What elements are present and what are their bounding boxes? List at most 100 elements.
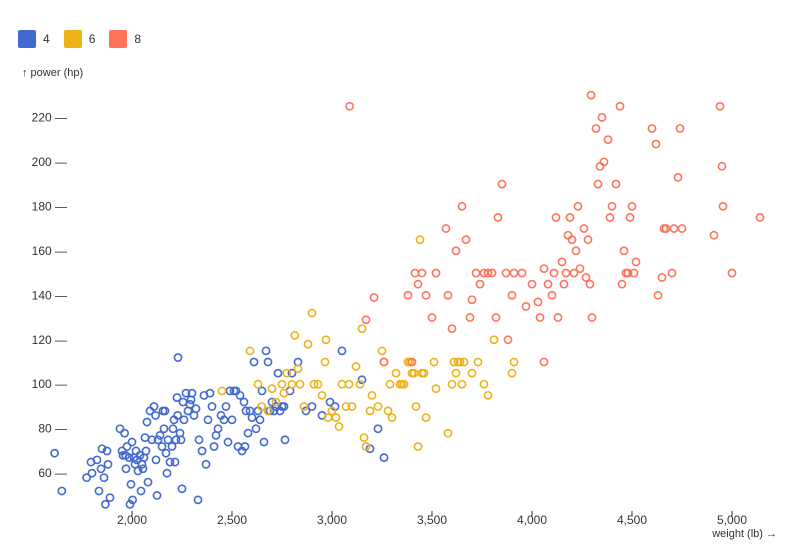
data-point-8 [497, 179, 507, 189]
data-point-8 [467, 295, 477, 305]
data-point-4 [373, 424, 383, 434]
data-point-6 [327, 406, 337, 416]
x-axis-label: weight (lb) → [711, 528, 777, 540]
data-point-4 [177, 484, 187, 494]
data-point-6 [509, 357, 519, 367]
legend-label-6: 6 [88, 32, 96, 46]
data-point-6 [367, 390, 377, 400]
data-point-8 [715, 101, 725, 111]
legend-label-8: 8 [134, 32, 142, 46]
data-point-8 [539, 264, 549, 273]
data-point-4 [173, 353, 183, 362]
data-point-4 [203, 415, 213, 425]
data-point-6 [355, 379, 365, 389]
data-point-4 [172, 393, 182, 402]
data-point-4 [50, 448, 59, 458]
data-point-8 [461, 235, 471, 245]
data-point-8 [611, 179, 621, 189]
data-point-8 [547, 290, 557, 300]
data-point-4 [151, 410, 160, 420]
legend-label-4: 4 [43, 32, 50, 46]
data-point-6 [411, 402, 421, 411]
data-point-8 [503, 335, 513, 345]
data-point-8 [517, 268, 527, 278]
data-point-6 [257, 402, 266, 411]
data-point-8 [551, 213, 561, 222]
data-point-8 [651, 139, 661, 149]
data-point-6 [377, 346, 387, 356]
data-point-8 [491, 313, 501, 322]
data-point-8 [591, 124, 601, 133]
data-point-8 [487, 268, 497, 278]
data-point-4 [301, 406, 311, 416]
data-point-8 [625, 213, 635, 222]
data-point-8 [410, 268, 420, 278]
data-point-4 [133, 466, 143, 476]
data-point-8 [623, 268, 633, 278]
data-point-4 [102, 446, 112, 456]
data-point-8 [539, 357, 549, 367]
data-point-6 [489, 335, 499, 345]
data-point-6 [391, 368, 401, 378]
data-point-4 [178, 397, 188, 407]
data-point-6 [320, 357, 330, 367]
data-point-8 [595, 161, 605, 171]
data-point-4 [209, 442, 219, 451]
data-point-4 [122, 442, 132, 451]
data-point-4 [241, 406, 251, 416]
data-point-4 [141, 446, 151, 456]
data-point-8 [379, 357, 389, 367]
data-point-4 [57, 486, 67, 496]
data-point-4 [280, 435, 290, 445]
data-point-4 [207, 402, 217, 411]
data-point-6 [429, 357, 439, 367]
data-point-8 [593, 179, 603, 189]
data-point-4 [263, 357, 273, 367]
data-point-4 [127, 437, 137, 447]
data-point-8 [475, 279, 485, 289]
data-point-4 [233, 442, 243, 451]
data-point-4 [179, 415, 189, 425]
data-point-6 [447, 379, 457, 389]
data-point-8 [727, 268, 737, 278]
data-point-6 [479, 379, 489, 389]
data-point-8 [569, 268, 579, 278]
data-point-4 [120, 428, 129, 438]
data-point-4 [255, 415, 265, 425]
data-point-6 [337, 379, 347, 389]
legend-item-4: 4 [18, 30, 50, 48]
data-point-6 [295, 379, 305, 389]
data-point-4 [191, 404, 201, 414]
data-point-8 [441, 224, 451, 233]
data-point-4 [140, 433, 150, 443]
data-point-6 [357, 324, 367, 334]
y-axis-label: ↑ power (hp) [22, 67, 83, 79]
data-point-8 [553, 313, 563, 322]
data-point-4 [307, 402, 317, 411]
data-point-8 [607, 201, 617, 211]
data-point-6 [373, 402, 383, 411]
data-point-6 [341, 402, 351, 411]
x-tick-label: 4,000 [517, 513, 547, 527]
x-tick-label: 3,500 [417, 513, 447, 527]
data-point-4 [94, 486, 104, 496]
data-point-8 [361, 315, 371, 325]
data-point-6 [267, 384, 277, 394]
data-point-6 [217, 386, 227, 396]
data-point-4 [126, 479, 136, 489]
data-point-4 [128, 495, 137, 505]
data-point-4 [239, 397, 249, 407]
data-point-8 [675, 124, 685, 133]
y-tick-label: 100 — [32, 377, 67, 391]
data-point-4 [325, 397, 335, 407]
legend-swatch-6 [63, 30, 82, 48]
data-point-8 [431, 268, 441, 278]
data-point-4 [167, 442, 177, 451]
data-point-6 [303, 339, 313, 349]
data-point-6 [443, 428, 453, 438]
data-point-8 [709, 230, 719, 240]
data-point-8 [677, 224, 687, 233]
y-axis: 60 — 80 — 100 — 120 — 140 — 160 — 180 — 200 — 22… [32, 110, 67, 480]
data-point-6 [449, 357, 459, 367]
data-point-4 [173, 410, 182, 420]
